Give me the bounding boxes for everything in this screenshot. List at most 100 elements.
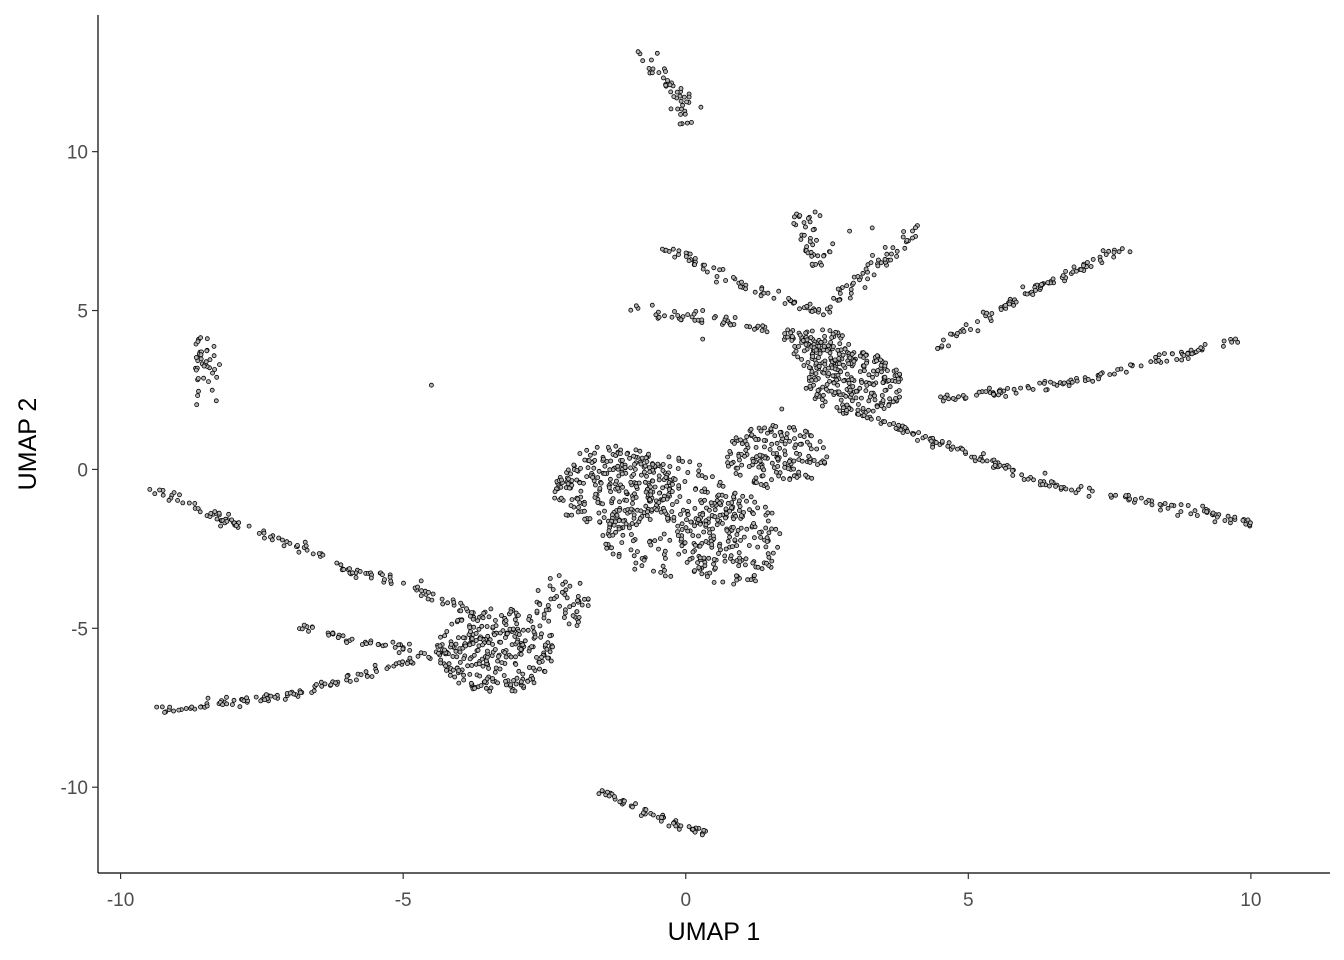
data-point-2362	[849, 377, 855, 382]
data-point-1336	[550, 587, 556, 592]
data-point-1565	[629, 521, 635, 526]
data-point-329	[453, 641, 459, 647]
data-point-385	[189, 704, 195, 710]
data-point-297	[358, 672, 364, 678]
data-point-1898	[712, 507, 718, 513]
data-point-2047	[797, 441, 803, 447]
data-point-545	[732, 315, 738, 320]
data-point-989	[1139, 495, 1144, 501]
data-point-1326	[468, 680, 474, 686]
data-point-1391	[592, 450, 597, 456]
data-point-813	[1162, 351, 1167, 357]
data-point-2479	[822, 333, 827, 339]
data-point-1977	[707, 507, 712, 513]
data-point-2438	[818, 339, 824, 345]
data-point-1996	[765, 510, 771, 516]
data-point-1775	[641, 557, 647, 563]
data-point-465	[797, 306, 802, 312]
data-point-233	[349, 636, 355, 642]
data-point-1324	[516, 668, 522, 674]
data-point-405	[701, 827, 707, 833]
data-point-74	[193, 367, 199, 373]
data-point-245	[363, 641, 369, 647]
data-point-1970	[734, 532, 740, 537]
data-point-1786	[609, 545, 614, 551]
data-point-1824	[610, 551, 616, 557]
data-point-1145	[548, 658, 554, 664]
data-point-2349	[880, 380, 886, 385]
data-point-346	[369, 674, 375, 679]
data-point-449	[676, 248, 682, 254]
data-point-2407	[882, 374, 888, 380]
data-point-196	[347, 566, 352, 571]
data-point-872	[1043, 387, 1049, 393]
data-point-2371	[867, 394, 873, 400]
data-point-789	[1050, 276, 1056, 282]
data-point-1591	[569, 512, 575, 518]
data-point-1601	[571, 462, 577, 468]
data-point-1623	[569, 482, 575, 488]
data-point-1754	[617, 507, 622, 513]
data-point-134	[186, 500, 192, 506]
data-point-2450	[842, 346, 848, 352]
data-point-1998	[755, 564, 761, 570]
data-point-1851	[769, 526, 774, 532]
data-point-2140	[754, 480, 759, 485]
data-point-783	[1024, 291, 1030, 297]
data-point-32	[686, 94, 692, 100]
data-point-2017	[727, 508, 732, 514]
data-point-1539	[575, 496, 581, 502]
data-point-2113	[773, 424, 779, 429]
data-point-847	[1026, 385, 1031, 391]
data-point-969	[1073, 490, 1079, 496]
data-point-1989	[739, 513, 744, 518]
data-point-1284	[461, 672, 467, 678]
data-point-355	[183, 706, 189, 711]
data-point-39	[682, 111, 688, 117]
data-point-35	[698, 104, 704, 110]
data-point-2337	[897, 394, 902, 400]
data-point-1490	[591, 465, 597, 471]
data-point-1609	[574, 468, 580, 473]
data-point-1689	[661, 531, 667, 537]
data-point-2034	[809, 475, 815, 481]
data-point-1979	[723, 506, 729, 512]
data-point-756	[1119, 246, 1125, 252]
data-point-1899	[692, 523, 697, 529]
data-point-674	[888, 257, 893, 263]
data-point-1768	[616, 518, 622, 523]
data-point-1590	[597, 485, 603, 491]
data-point-23	[649, 57, 654, 63]
data-point-1818	[676, 483, 682, 489]
data-point-1262	[475, 647, 481, 653]
data-point-1583	[642, 479, 648, 485]
data-point-761	[1011, 302, 1016, 308]
data-point-2489	[817, 351, 823, 357]
data-point-2051	[774, 440, 780, 446]
data-point-2494	[869, 225, 875, 231]
data-point-1615	[582, 501, 587, 507]
data-point-2333	[878, 362, 884, 368]
data-point-1802	[735, 528, 741, 533]
data-point-1969	[711, 557, 717, 562]
data-point-937	[1165, 505, 1171, 511]
data-point-2125	[806, 453, 812, 459]
data-point-64	[201, 363, 207, 369]
data-point-932	[946, 440, 952, 446]
data-point-2291	[850, 384, 856, 389]
data-point-880	[1233, 336, 1238, 342]
data-point-882	[1156, 357, 1162, 363]
data-point-2150	[738, 437, 743, 443]
data-point-107	[171, 490, 177, 496]
data-point-1409	[647, 517, 653, 522]
data-point-2402	[831, 380, 837, 386]
data-point-2156	[736, 453, 742, 459]
data-point-384	[287, 690, 293, 696]
data-point-2191	[744, 442, 750, 447]
data-point-1165	[465, 663, 471, 669]
data-point-1960	[740, 493, 746, 499]
data-point-2472	[828, 339, 834, 345]
data-point-1848	[775, 544, 780, 550]
data-point-1244	[442, 647, 447, 653]
